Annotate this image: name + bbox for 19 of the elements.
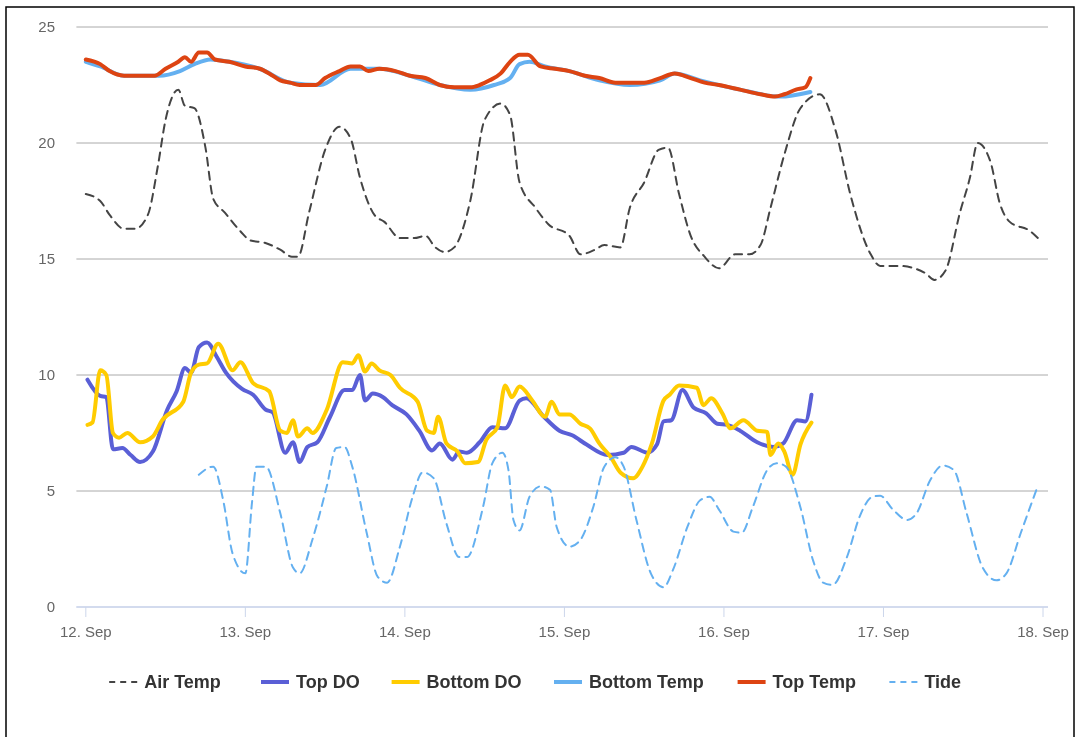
y-tick-label: 20 [38,134,55,151]
x-tick-label: 16. Sep [698,623,750,640]
legend-label: Top Temp [772,672,856,692]
x-tick-label: 17. Sep [857,623,910,640]
legend-label: Tide [924,672,962,692]
legend-label: Top DO [296,672,360,692]
x-tick-label: 13. Sep [219,623,272,640]
y-tick-label: 0 [46,598,55,615]
x-tick-label: 18. Sep [1017,623,1069,640]
x-tick-label: 15. Sep [538,623,591,640]
legend-label: Bottom DO [426,672,522,692]
y-tick-label: 25 [38,18,55,35]
y-tick-label: 5 [46,482,55,499]
x-tick-label: 14. Sep [379,623,431,640]
x-tick-label: 12. Sep [59,623,112,640]
legend-label: Bottom Temp [589,672,704,692]
y-tick-label: 15 [38,250,55,267]
legend-label: Air Temp [144,672,221,692]
y-tick-label: 10 [38,366,55,383]
